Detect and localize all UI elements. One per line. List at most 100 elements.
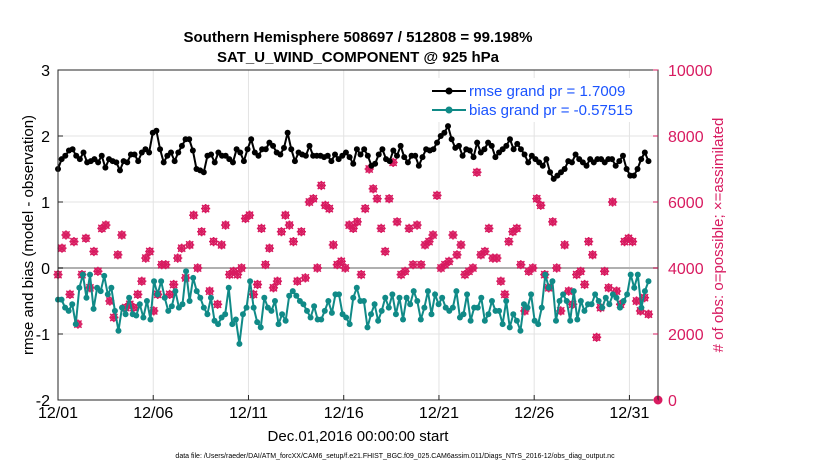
obs-cross	[584, 237, 594, 247]
rmse-point	[237, 149, 244, 156]
bias-point	[311, 303, 318, 310]
obs-cross	[580, 279, 590, 290]
rmse-point	[62, 152, 69, 159]
obs-point	[548, 217, 558, 227]
obs-cross	[532, 194, 542, 204]
bias-point	[428, 311, 435, 318]
obs-point	[57, 243, 67, 253]
obs-cross	[352, 217, 362, 227]
rmse-point	[466, 147, 473, 154]
bias-point	[293, 292, 300, 299]
bias-point	[513, 317, 520, 324]
y-tick-label: 3	[41, 63, 50, 80]
bias-point	[350, 294, 357, 301]
obs-point	[340, 263, 350, 273]
rmse-point	[113, 159, 120, 166]
bias-point	[108, 284, 115, 291]
obs-cross	[400, 266, 410, 276]
bias-point	[87, 271, 94, 278]
rmse-point	[521, 151, 528, 158]
obs-point	[280, 210, 291, 220]
obs-cross	[643, 309, 654, 319]
bias-point	[478, 294, 485, 301]
obs-cross	[336, 256, 346, 266]
obs-cross	[173, 253, 183, 263]
obs-cross	[404, 223, 414, 233]
obs-point	[173, 253, 183, 263]
obs-cross	[408, 260, 418, 270]
obs-cross	[576, 266, 586, 276]
obs-point	[324, 204, 334, 214]
obs-cross	[492, 253, 502, 263]
obs-point	[627, 237, 638, 247]
bias-point	[300, 301, 307, 308]
obs-cross	[304, 197, 314, 207]
bias-point	[499, 321, 506, 328]
bias-point	[407, 301, 414, 308]
rmse-point	[630, 172, 637, 179]
obs-cross	[65, 289, 75, 299]
bias-point	[154, 291, 161, 298]
obs-cross	[548, 217, 558, 227]
bias-point	[535, 321, 542, 328]
obs-cross	[607, 197, 618, 207]
obs-point	[480, 246, 490, 257]
rmse-point	[211, 159, 218, 166]
rmse-point	[171, 158, 178, 165]
bias-point	[570, 288, 577, 295]
bias-point	[97, 288, 104, 295]
obs-point	[169, 279, 179, 290]
rmse-point	[284, 129, 291, 136]
chart-title: Southern Hemisphere 508697 / 512808 = 99…	[184, 29, 533, 46]
obs-cross	[228, 266, 239, 276]
bias-point	[286, 292, 293, 299]
rmse-point	[404, 159, 411, 166]
y-tick-label: 1	[41, 195, 50, 212]
obs-cross	[256, 223, 267, 233]
bias-point	[257, 324, 264, 331]
bias-point	[353, 284, 360, 291]
obs-point	[424, 237, 434, 247]
bias-point	[168, 303, 175, 310]
obs-point	[212, 299, 223, 309]
bias-point	[275, 321, 282, 328]
bias-point	[261, 294, 268, 301]
rmse-point	[189, 147, 196, 154]
y-tick-label: 0	[41, 261, 50, 278]
obs-cross	[603, 283, 614, 293]
rmse-point	[95, 159, 102, 166]
obs-point	[516, 260, 526, 270]
rmse-point	[481, 146, 488, 153]
obs-cross	[464, 266, 474, 276]
obs-cross	[344, 220, 354, 230]
bias-point	[133, 312, 140, 319]
obs-point	[145, 246, 155, 257]
obs-point	[428, 230, 438, 240]
bias-point	[207, 294, 214, 301]
bias-point	[435, 301, 442, 308]
obs-point	[452, 250, 462, 260]
bias-point	[510, 311, 517, 318]
bias-point	[577, 298, 584, 304]
obs-cross	[57, 243, 67, 253]
obs-point	[201, 204, 211, 214]
obs-cross	[61, 230, 71, 240]
legend-bias-label: bias grand pr = -0.57515	[469, 102, 633, 119]
rmse-point	[288, 146, 295, 153]
obs-cross	[201, 204, 211, 214]
rmse-point	[160, 159, 167, 166]
y-axis-right: 0 2000 4000 6000 8000 10000	[653, 63, 713, 410]
rmse-point	[547, 169, 554, 176]
x-tick-label: 12/21	[419, 405, 459, 422]
obs-point	[256, 223, 267, 233]
rmse-point	[419, 154, 426, 161]
obs-cross	[619, 237, 630, 247]
obs-cross	[185, 240, 195, 250]
obs-cross	[208, 237, 219, 247]
y2-tick-label: 10000	[668, 63, 713, 80]
bias-point	[506, 324, 513, 331]
obs-point	[85, 283, 95, 293]
rmse-point	[492, 154, 499, 161]
bias-point	[602, 294, 609, 301]
rmse-point	[386, 158, 393, 165]
